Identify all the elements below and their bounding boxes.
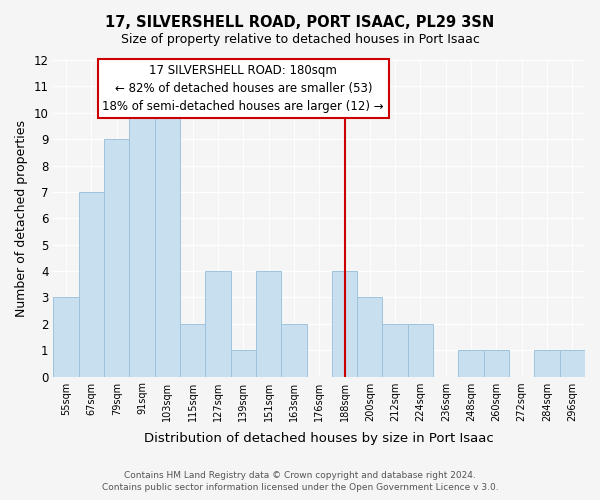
Bar [560, 350, 585, 376]
Bar [382, 324, 408, 376]
Y-axis label: Number of detached properties: Number of detached properties [15, 120, 28, 317]
Text: Size of property relative to detached houses in Port Isaac: Size of property relative to detached ho… [121, 32, 479, 46]
Bar [458, 350, 484, 376]
Bar [357, 298, 382, 376]
Text: 17, SILVERSHELL ROAD, PORT ISAAC, PL29 3SN: 17, SILVERSHELL ROAD, PORT ISAAC, PL29 3… [106, 15, 494, 30]
Text: Contains HM Land Registry data © Crown copyright and database right 2024.
Contai: Contains HM Land Registry data © Crown c… [101, 471, 499, 492]
Bar [104, 139, 130, 376]
Bar [484, 350, 509, 376]
Bar [180, 324, 205, 376]
X-axis label: Distribution of detached houses by size in Port Isaac: Distribution of detached houses by size … [145, 432, 494, 445]
Bar [53, 298, 79, 376]
Bar [256, 271, 281, 376]
Text: 17 SILVERSHELL ROAD: 180sqm
← 82% of detached houses are smaller (53)
18% of sem: 17 SILVERSHELL ROAD: 180sqm ← 82% of det… [103, 64, 384, 113]
Bar [230, 350, 256, 376]
Bar [408, 324, 433, 376]
Bar [535, 350, 560, 376]
Bar [332, 271, 357, 376]
Bar [130, 113, 155, 376]
Bar [205, 271, 230, 376]
Bar [79, 192, 104, 376]
Bar [155, 113, 180, 376]
Bar [281, 324, 307, 376]
